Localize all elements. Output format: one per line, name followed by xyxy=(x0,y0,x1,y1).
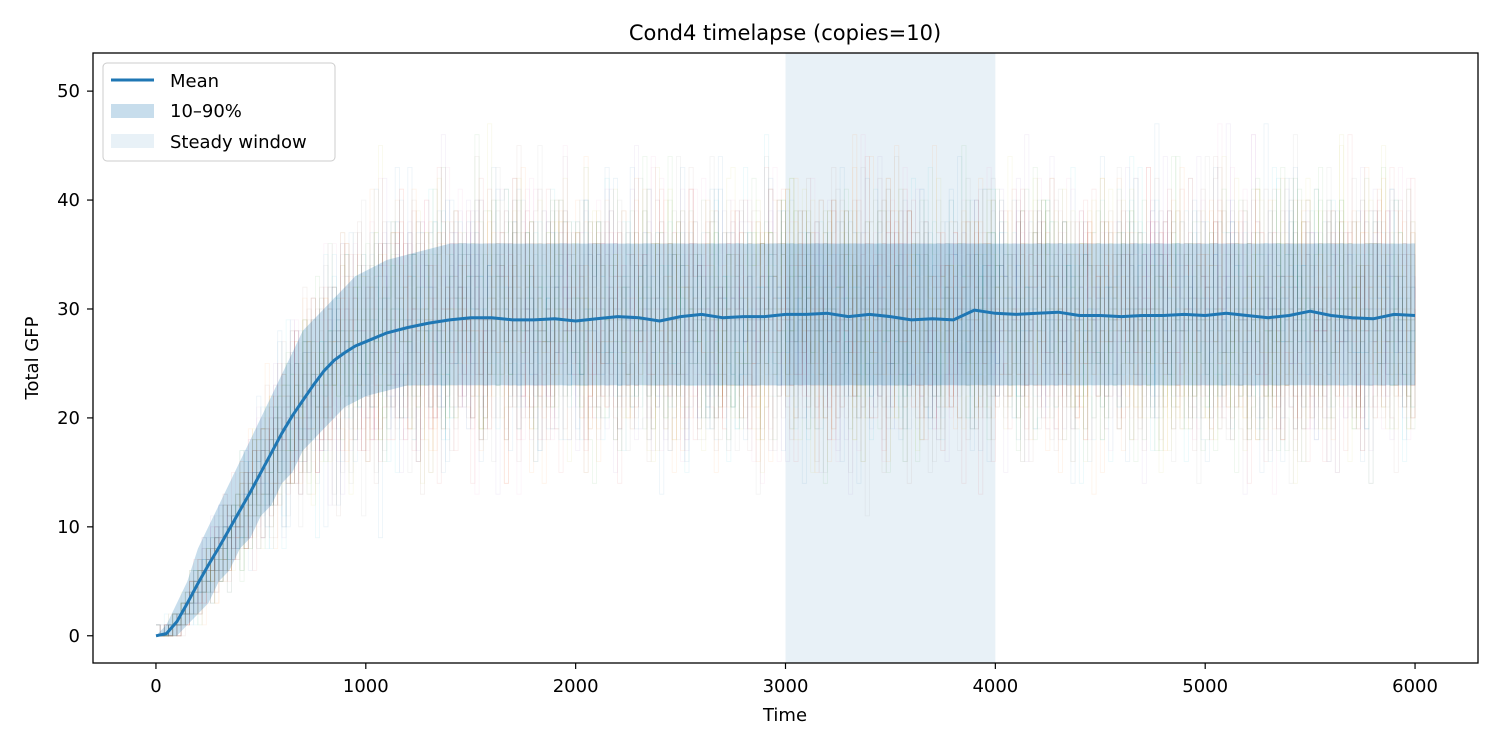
mean-line xyxy=(155,308,1416,638)
trajectory-trace xyxy=(156,134,1416,637)
y-tick-label: 40 xyxy=(57,190,80,211)
x-tick-label: 3000 xyxy=(763,676,809,697)
trajectory-trace xyxy=(156,134,1416,637)
trajectory-trace xyxy=(156,134,1416,637)
trajectory-trace xyxy=(156,156,1416,637)
x-tick-label: 1000 xyxy=(343,676,389,697)
y-tick-label: 20 xyxy=(57,408,80,429)
trajectory-trace xyxy=(156,167,1416,637)
trajectory-trace xyxy=(156,167,1416,637)
y-tick-label: 0 xyxy=(69,626,80,647)
trajectory-trace xyxy=(156,156,1416,637)
trajectory-trace xyxy=(156,123,1415,637)
trajectory-trace xyxy=(156,156,1416,637)
legend-band-label: 10–90% xyxy=(170,101,242,122)
band-10-90 xyxy=(156,243,1415,636)
trajectory-trace xyxy=(156,167,1416,637)
legend-mean-label: Mean xyxy=(170,71,219,92)
trajectory-trace xyxy=(156,145,1416,637)
x-axis-label: Time xyxy=(762,705,807,726)
trajectory-trace xyxy=(156,134,1416,637)
legend: Mean 10–90% Steady window xyxy=(102,62,336,162)
x-tick-label: 4000 xyxy=(972,676,1018,697)
trajectory-trace xyxy=(156,167,1416,637)
trajectory-trace xyxy=(156,156,1416,637)
trajectory-trace xyxy=(156,123,1416,637)
x-tick-label: 5000 xyxy=(1182,676,1228,697)
y-tick-label: 30 xyxy=(57,299,80,320)
legend-window-swatch xyxy=(111,134,154,148)
legend-band-swatch xyxy=(111,104,154,118)
trajectory-trace xyxy=(156,167,1416,637)
trajectory-trace xyxy=(156,134,1416,637)
trajectory-trace xyxy=(156,145,1416,637)
trajectory-trace xyxy=(156,156,1416,637)
trajectory-trace xyxy=(156,156,1416,637)
legend-frame xyxy=(102,62,336,162)
trajectory-trace xyxy=(156,156,1416,637)
trajectory-trace xyxy=(156,156,1416,637)
steady-window-span xyxy=(785,53,996,663)
legend-window-label: Steady window xyxy=(170,132,307,153)
trajectory-trace xyxy=(156,156,1416,637)
trajectory-trace xyxy=(156,167,1416,637)
y-tick-label: 50 xyxy=(57,81,80,102)
trajectory-trace xyxy=(156,134,1416,637)
trajectory-trace xyxy=(156,145,1416,637)
trajectory-trace xyxy=(156,134,1416,637)
trajectory-trace xyxy=(156,134,1416,637)
trajectory-trace xyxy=(156,156,1415,637)
y-tick-label: 10 xyxy=(57,517,80,538)
trajectory-trace xyxy=(156,145,1416,637)
trajectory-trace xyxy=(156,167,1416,637)
trajectory-trace xyxy=(156,177,1416,637)
trajectory-trace xyxy=(156,156,1416,637)
trajectory-trace xyxy=(156,167,1416,637)
y-axis-label: Total GFP xyxy=(22,316,43,400)
chart-title: Cond4 timelapse (copies=10) xyxy=(629,21,941,45)
trajectory-trace xyxy=(156,123,1416,637)
trajectory-trace xyxy=(156,123,1416,637)
trajectory-trace xyxy=(156,156,1416,637)
x-tick-label: 2000 xyxy=(553,676,599,697)
x-tick-label: 6000 xyxy=(1392,676,1438,697)
x-tick-label: 0 xyxy=(150,676,161,697)
trajectory-trace xyxy=(156,177,1416,637)
trajectory-trace xyxy=(156,134,1416,637)
trajectory-trace xyxy=(156,156,1416,637)
